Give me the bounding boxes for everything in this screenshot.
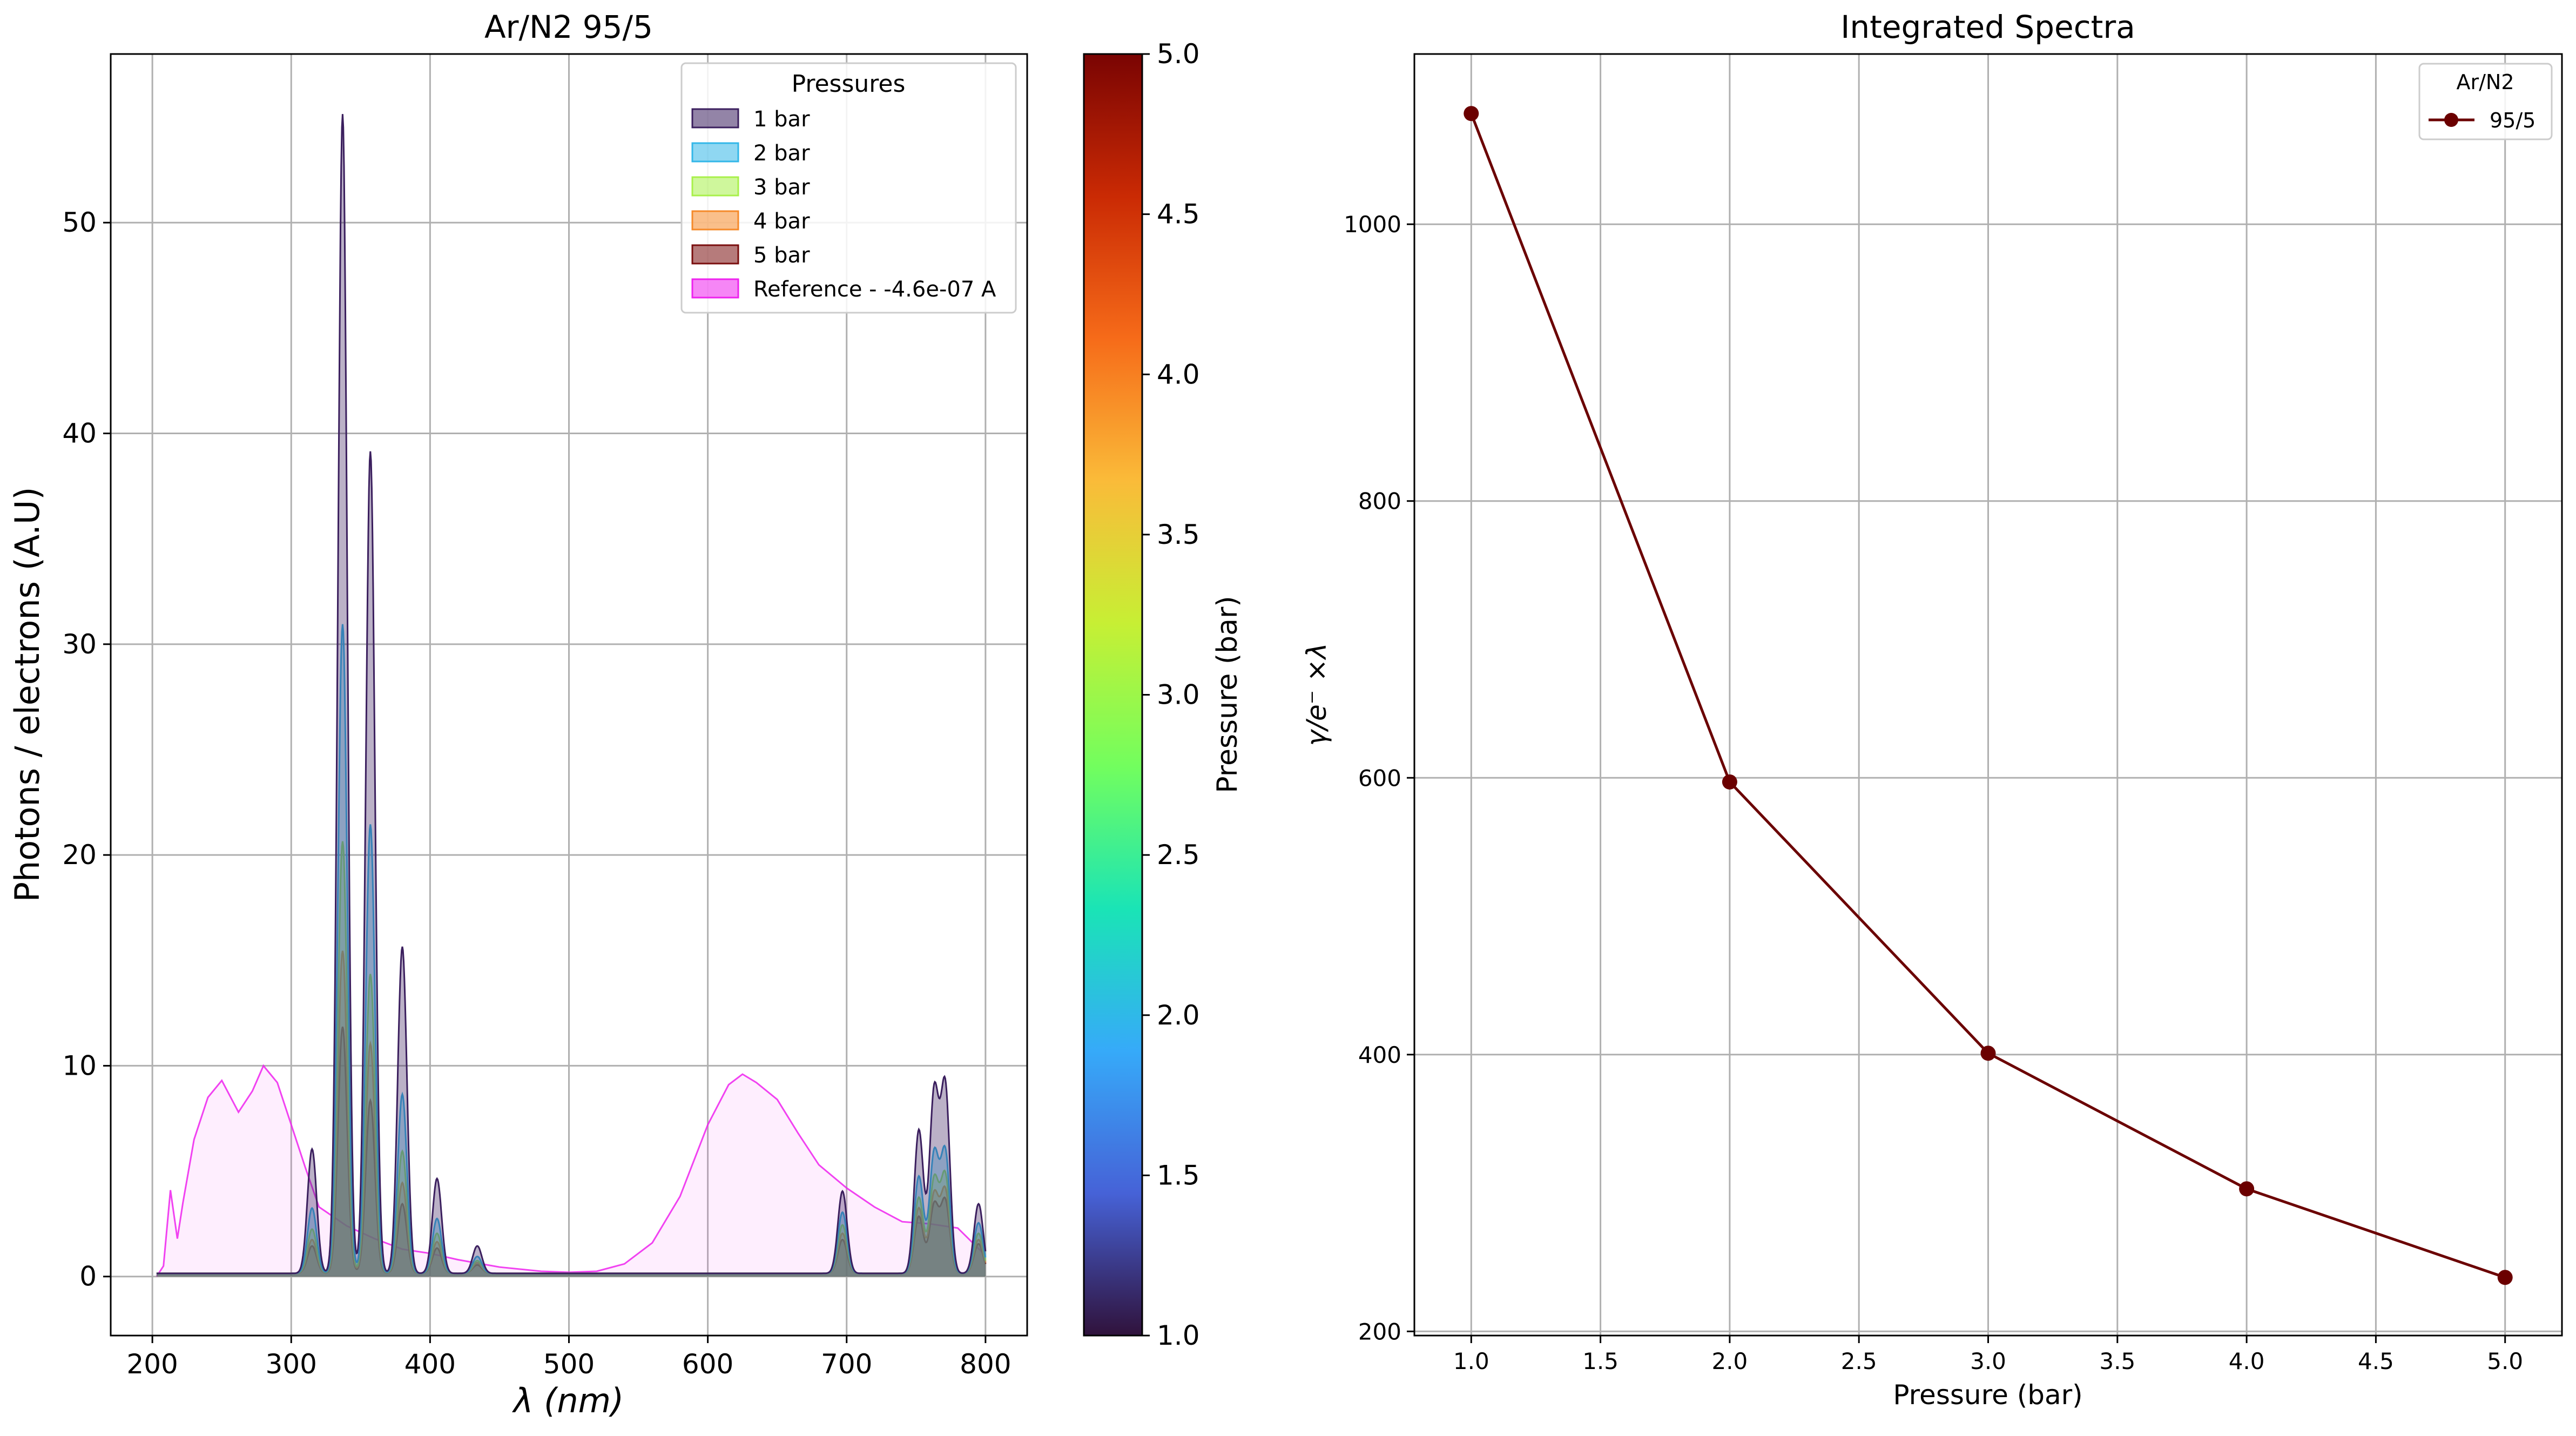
integrated-chart: 1.0 1.5 2.0 2.5 3.0 3.5 4.0 4.5 5.0 200 400 600 800… — [1301, 9, 2563, 1411]
pressure-series-group — [156, 114, 987, 1277]
y-tick-label: 1000 — [1344, 211, 1401, 238]
colorbar-gradient — [1083, 53, 1143, 1337]
legend-swatch — [691, 244, 739, 265]
spectra-chart: 200 300 400 500 600 700 800 0 10 20 30 40 50 Ar/N2 … — [8, 9, 1028, 1420]
integrated-legend: Ar/N2 95/5 — [2418, 63, 2553, 140]
colorbar-label: Pressure (bar) — [1211, 596, 1244, 793]
x-tick-label: 4.5 — [2358, 1348, 2394, 1374]
y-tick-label: 400 — [1358, 1042, 1401, 1068]
colorbar-tick-label: 2.0 — [1157, 1000, 1200, 1031]
integrated-legend-label: 95/5 — [2490, 109, 2535, 132]
y-tick-label: 600 — [1358, 765, 1401, 791]
colorbar-tick-label: 2.5 — [1157, 839, 1200, 871]
reference-fill — [156, 1066, 986, 1277]
legend-label: Reference - -4.6e-07 A — [753, 277, 996, 302]
y-tick-label: 200 — [1358, 1318, 1401, 1345]
spectra-x-ticks: 200 300 400 500 600 700 800 — [126, 1336, 1011, 1380]
y-tick-label: 30 — [62, 629, 97, 660]
spectra-title: Ar/N2 95/5 — [484, 9, 653, 45]
integrated-point — [1722, 774, 1737, 790]
x-tick-label: 1.5 — [1582, 1348, 1619, 1374]
y-tick-label: 10 — [62, 1050, 97, 1081]
integrated-point — [2497, 1270, 2513, 1285]
legend-swatch — [691, 278, 739, 299]
colorbar-tick-label: 1.5 — [1157, 1159, 1200, 1191]
x-tick-label: 300 — [266, 1349, 317, 1380]
integrated-point — [1980, 1046, 1996, 1061]
integrated-point — [2239, 1181, 2255, 1197]
series-line — [156, 114, 987, 1275]
colorbar-ticks: 1.0 1.5 2.0 2.5 3.0 3.5 4.0 4.5 5.0 — [1142, 38, 1200, 1351]
y-tick-label: 40 — [62, 418, 97, 449]
y-tick-label: 50 — [62, 207, 97, 238]
x-tick-label: 1.0 — [1453, 1348, 1489, 1374]
x-tick-label: 3.5 — [2099, 1348, 2135, 1374]
colorbar-tick-label: 4.5 — [1157, 199, 1200, 230]
legend-swatch — [691, 176, 739, 197]
x-tick-label: 5.0 — [2487, 1348, 2523, 1374]
y-tick-label: 20 — [62, 839, 97, 871]
integrated-x-ticks: 1.0 1.5 2.0 2.5 3.0 3.5 4.0 4.5 5.0 — [1453, 1336, 2523, 1374]
integrated-legend-marker — [2444, 113, 2458, 127]
pressure-colorbar: 1.0 1.5 2.0 2.5 3.0 3.5 4.0 4.5 5.0 Pressure (ba… — [1083, 38, 1244, 1351]
pressure-series-1-bar — [156, 114, 987, 1277]
integrated-y-ticks: 200 400 600 800 1000 — [1344, 211, 1414, 1345]
spectra-y-label: Photons / electrons (A.U) — [8, 487, 47, 902]
integrated-point — [1464, 106, 1479, 122]
x-tick-label: 4.0 — [2229, 1348, 2265, 1374]
colorbar-tick-label: 4.0 — [1157, 359, 1200, 390]
x-tick-label: 3.0 — [1970, 1348, 2006, 1374]
integrated-grid — [1414, 54, 2562, 1336]
spectra-y-ticks: 0 10 20 30 40 50 — [62, 207, 111, 1292]
integrated-x-label: Pressure (bar) — [1893, 1379, 2082, 1411]
legend-label: 2 bar — [753, 141, 810, 166]
x-tick-label: 800 — [960, 1349, 1011, 1380]
spectra-legend: Pressures 1 bar 2 bar 3 bar 4 bar 5 bar Refer… — [680, 62, 1017, 314]
reference-series — [156, 1064, 986, 1277]
x-tick-label: 2.5 — [1841, 1348, 1877, 1374]
x-tick-label: 200 — [126, 1349, 178, 1380]
x-tick-label: 700 — [821, 1349, 872, 1380]
legend-label: 1 bar — [753, 107, 810, 132]
colorbar-tick-label: 5.0 — [1157, 38, 1200, 70]
x-tick-label: 2.0 — [1711, 1348, 1748, 1374]
y-tick-label: 0 — [79, 1261, 97, 1292]
integrated-y-label: γ/e⁻ ×λ — [1301, 643, 1332, 746]
x-tick-label: 500 — [543, 1349, 595, 1380]
legend-swatch — [691, 210, 739, 231]
x-tick-label: 600 — [682, 1349, 733, 1380]
x-tick-label: 400 — [404, 1349, 456, 1380]
legend-label: 5 bar — [753, 243, 810, 268]
legend-swatch — [691, 108, 739, 129]
y-tick-label: 800 — [1358, 488, 1401, 515]
colorbar-tick-label: 3.0 — [1157, 679, 1200, 711]
colorbar-tick-label: 1.0 — [1157, 1320, 1200, 1351]
legend-title: Pressures — [792, 70, 906, 98]
legend-swatch — [691, 142, 739, 163]
colorbar-tick-label: 3.5 — [1157, 519, 1200, 550]
legend-label: 3 bar — [753, 175, 810, 200]
integrated-series — [1464, 106, 2513, 1285]
spectra-x-label: λ (nm) — [512, 1381, 624, 1420]
integrated-legend-title: Ar/N2 — [2456, 70, 2514, 94]
legend-label: 4 bar — [753, 209, 810, 234]
integrated-title: Integrated Spectra — [1840, 9, 2135, 45]
